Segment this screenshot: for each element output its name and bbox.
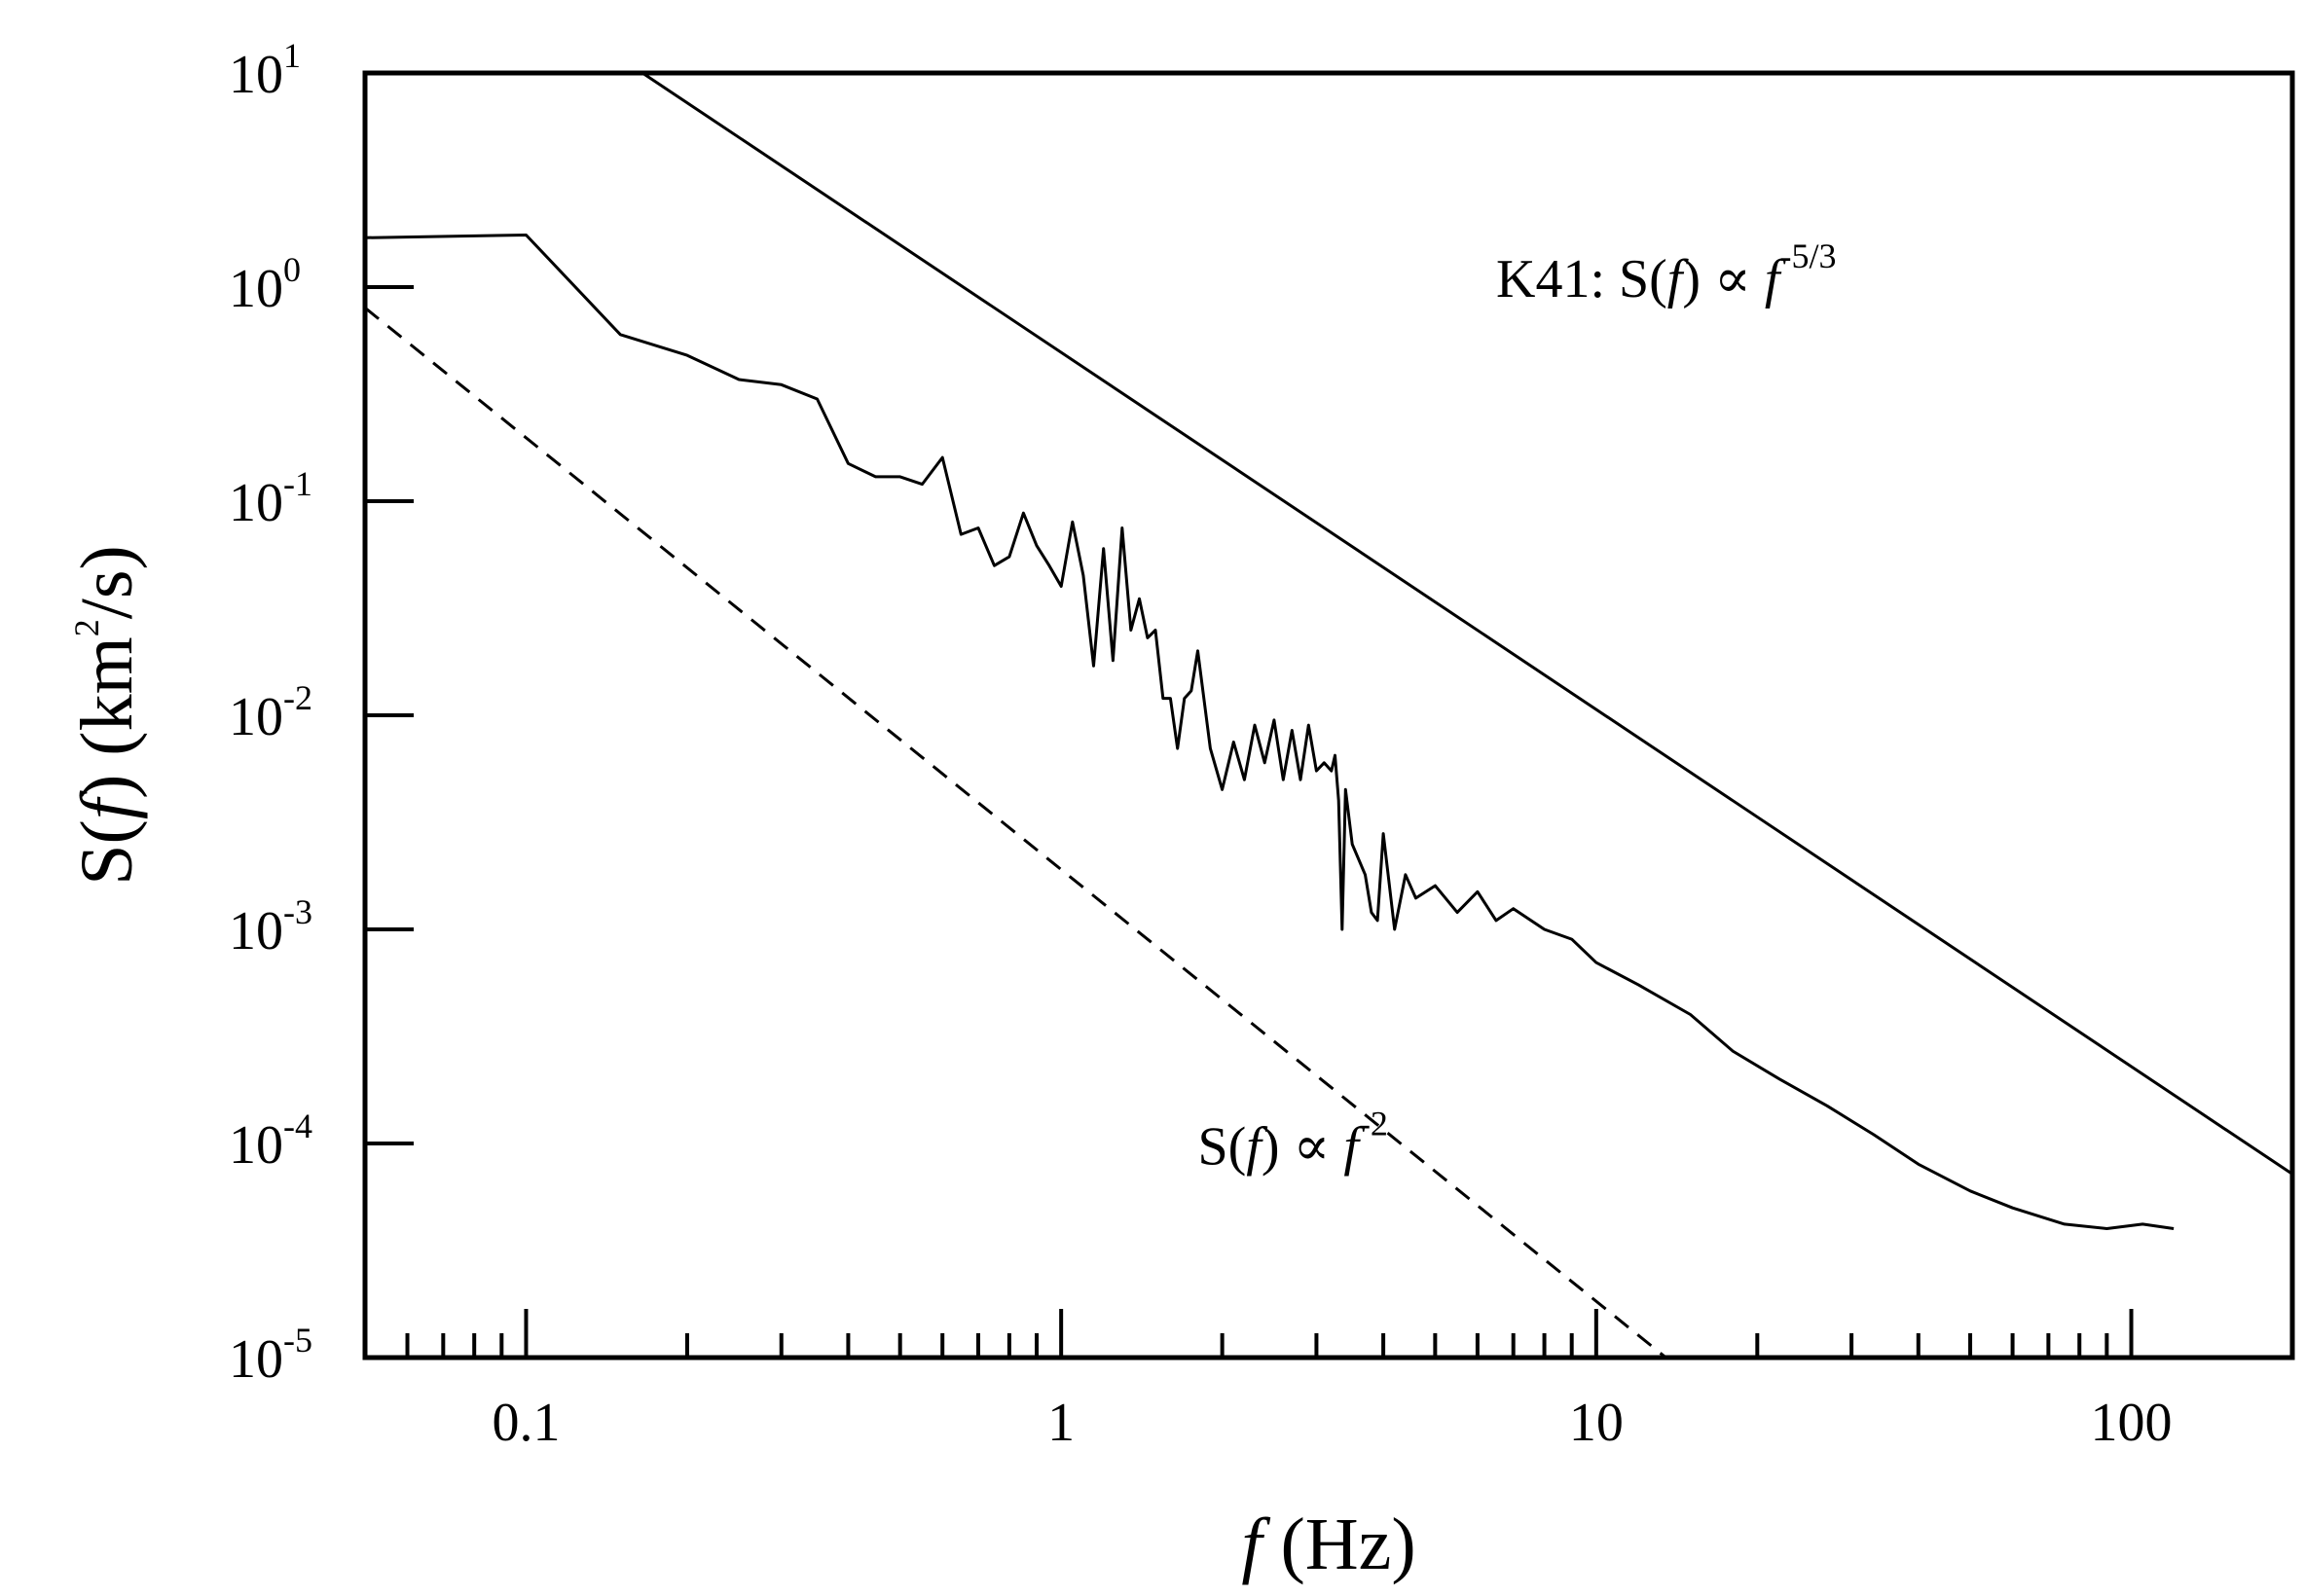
y-axis-title: S(f) (km2/s)	[66, 545, 148, 885]
x-tick-label: 10	[1569, 1393, 1624, 1453]
series-2-line	[364, 307, 1667, 1360]
series-layer	[364, 71, 2293, 1360]
x-tick-label: 0.1	[492, 1393, 560, 1453]
y-tick-label: 10-3	[229, 892, 312, 961]
y-tick-label: 10-2	[229, 678, 312, 747]
y-tick-label: 10-4	[229, 1106, 312, 1176]
axis-titles: f (Hz) S(f) (km2/s)	[66, 545, 1416, 1585]
y-tick-label: 10-5	[229, 1321, 312, 1390]
series-1-line	[641, 71, 2293, 1176]
annotations: K41: S(f) ∝ f-5/3 S(f) ∝ f-2	[1197, 236, 1836, 1177]
f-2-annotation: S(f) ∝ f-2	[1197, 1104, 1387, 1177]
y-axis-ticks: 101 100 10-1 10-2 10-3 10-4 10-5	[229, 36, 414, 1390]
y-tick-label: 10-1	[229, 464, 312, 533]
x-axis-ticks: 0.1 1 10 100	[363, 1309, 2294, 1453]
x-axis-title: f (Hz)	[1241, 1504, 1415, 1585]
y-tick-label: 101	[229, 36, 301, 105]
k41-annotation: K41: S(f) ∝ f-5/3	[1496, 236, 1836, 309]
y-tick-label: 100	[229, 250, 301, 319]
series-0-line	[364, 234, 2175, 1230]
x-tick-label: 100	[2091, 1393, 2173, 1453]
x-tick-label: 1	[1047, 1393, 1075, 1453]
